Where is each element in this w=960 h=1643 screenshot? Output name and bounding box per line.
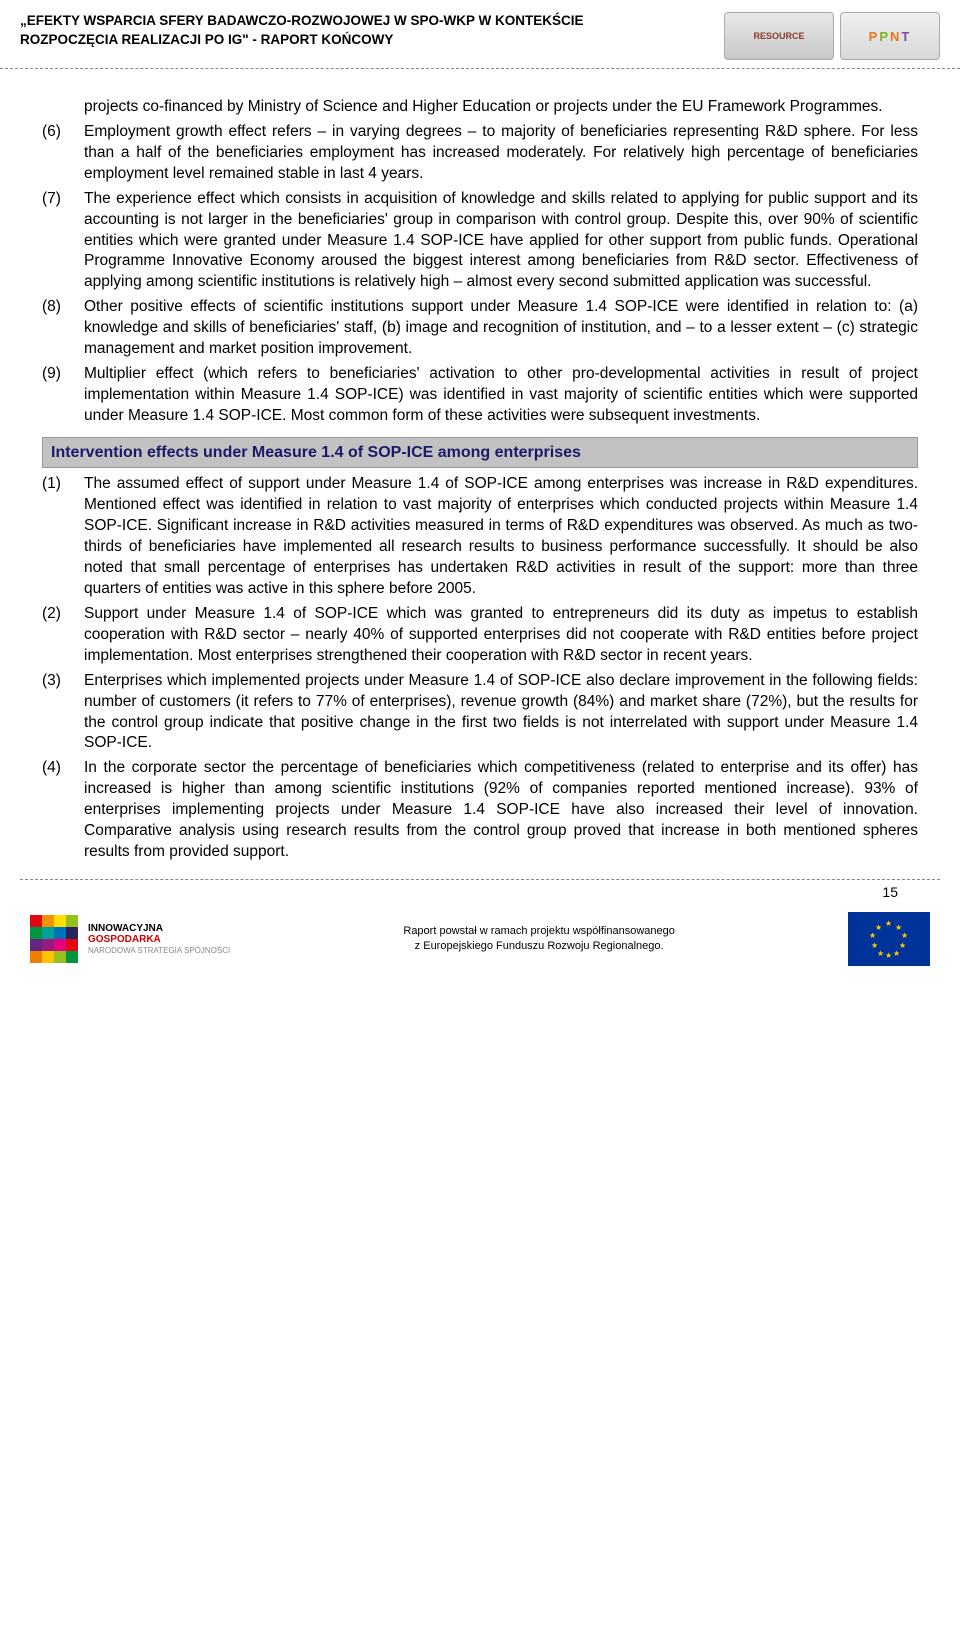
item-text: Enterprises which implemented projects u… xyxy=(84,671,918,755)
item-number: (2) xyxy=(42,604,84,667)
item-number: (6) xyxy=(42,122,84,185)
item-text: The assumed effect of support under Meas… xyxy=(84,474,918,600)
item-text: The experience effect which consists in … xyxy=(84,189,918,294)
ig-line2: GOSPODARKA xyxy=(88,934,230,946)
ppnt-letter: T xyxy=(901,29,911,44)
resource-logo: RESOURCE xyxy=(724,12,834,60)
item-text: Multiplier effect (which refers to benef… xyxy=(84,364,918,427)
item-text: In the corporate sector the percentage o… xyxy=(84,758,918,863)
list-item: (7) The experience effect which consists… xyxy=(42,189,918,294)
title-line-2: ROZPOCZĘCIA REALIZACJI PO IG" - RAPORT K… xyxy=(20,32,393,47)
page-footer: INNOWACYJNA GOSPODARKA NARODOWA STRATEGI… xyxy=(0,902,960,984)
section-heading: Intervention effects under Measure 1.4 o… xyxy=(42,437,918,469)
header-title: „EFEKTY WSPARCIA SFERY BADAWCZO-ROZWOJOW… xyxy=(20,12,584,50)
list-item: (6) Employment growth effect refers – in… xyxy=(42,122,918,185)
item-number: (7) xyxy=(42,189,84,294)
list-item: (2) Support under Measure 1.4 of SOP-ICE… xyxy=(42,604,918,667)
ppnt-logo: PPNT xyxy=(840,12,940,60)
item-number: (3) xyxy=(42,671,84,755)
eu-flag-icon: ★ ★ ★ ★ ★ ★ ★ ★ ★ ★ xyxy=(848,912,930,966)
list-item: (8) Other positive effects of scientific… xyxy=(42,297,918,360)
item-text: Employment growth effect refers – in var… xyxy=(84,122,918,185)
footer-left-logo: INNOWACYJNA GOSPODARKA NARODOWA STRATEGI… xyxy=(30,915,230,963)
footer-line1: Raport powstał w ramach projektu współfi… xyxy=(403,925,674,937)
ppnt-letter: P xyxy=(879,29,890,44)
ig-line1: INNOWACYJNA xyxy=(88,923,230,935)
ig-line3: NARODOWA STRATEGIA SPÓJNOŚCI xyxy=(88,946,230,955)
ppnt-letter: N xyxy=(890,29,901,44)
innowacyjna-logo-icon xyxy=(30,915,78,963)
page-header: „EFEKTY WSPARCIA SFERY BADAWCZO-ROZWOJOW… xyxy=(0,0,960,69)
item-number: (4) xyxy=(42,758,84,863)
list-item: (1) The assumed effect of support under … xyxy=(42,474,918,600)
document-body: projects co-financed by Ministry of Scie… xyxy=(0,69,960,879)
intro-continuation: projects co-financed by Ministry of Scie… xyxy=(42,97,918,118)
item-number: (1) xyxy=(42,474,84,600)
footer-line2: z Europejskiego Funduszu Rozwoju Regiona… xyxy=(415,940,664,952)
item-text: Support under Measure 1.4 of SOP-ICE whi… xyxy=(84,604,918,667)
header-logos: RESOURCE PPNT xyxy=(724,12,940,60)
list-item: (9) Multiplier effect (which refers to b… xyxy=(42,364,918,427)
item-number: (8) xyxy=(42,297,84,360)
eu-stars: ★ ★ ★ ★ ★ ★ ★ ★ ★ ★ xyxy=(869,919,909,959)
title-line-1: „EFEKTY WSPARCIA SFERY BADAWCZO-ROZWOJOW… xyxy=(20,13,584,28)
page-number: 15 xyxy=(20,879,940,902)
innowacyjna-logo-text: INNOWACYJNA GOSPODARKA NARODOWA STRATEGI… xyxy=(88,923,230,955)
list-item: (3) Enterprises which implemented projec… xyxy=(42,671,918,755)
item-text: Other positive effects of scientific ins… xyxy=(84,297,918,360)
list-item: (4) In the corporate sector the percenta… xyxy=(42,758,918,863)
intro-text: projects co-financed by Ministry of Scie… xyxy=(84,97,918,118)
item-number: (9) xyxy=(42,364,84,427)
footer-center-text: Raport powstał w ramach projektu współfi… xyxy=(403,924,674,955)
ppnt-letter: P xyxy=(869,29,880,44)
